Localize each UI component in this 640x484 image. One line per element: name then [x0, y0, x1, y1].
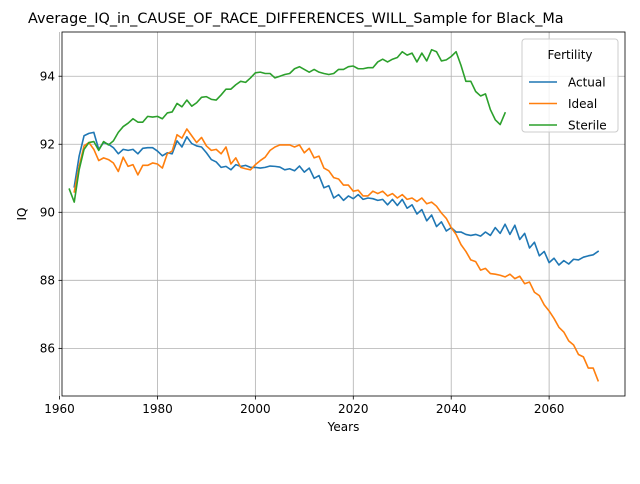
axis-ticks: 1960 1980 2000 2020 2040 2060 86 88 90 92 94: [40, 69, 565, 416]
y-tick-label: 92: [40, 137, 55, 151]
y-tick-label: 90: [40, 205, 55, 219]
series-line-sterile: [68, 48, 507, 203]
legend-box: [521, 38, 619, 133]
series-lines: [68, 48, 600, 382]
x-tick-label: 1980: [142, 402, 173, 416]
legend-items: Actual Ideal Sterile: [529, 76, 607, 133]
x-axis-label: Years: [327, 420, 360, 434]
y-tick-label: 88: [40, 274, 55, 288]
chart-title: Average_IQ_in_CAUSE_OF_RACE_DIFFERENCES_…: [28, 11, 564, 27]
x-tick-label: 2000: [240, 402, 271, 416]
series-line-actual: [73, 131, 600, 266]
y-tick-label: 86: [40, 342, 55, 356]
x-tick-label: 1960: [44, 402, 75, 416]
y-tick-label: 94: [40, 69, 55, 83]
series-line-ideal: [73, 128, 600, 382]
axes-frame: [61, 31, 626, 397]
x-tick-label: 2060: [534, 402, 565, 416]
x-tick-label: 2040: [436, 402, 467, 416]
legend-label: Actual: [568, 76, 606, 90]
legend: Fertility Actual Ideal Sterile: [521, 38, 619, 133]
y-axis-label: IQ: [15, 208, 29, 221]
legend-label: Ideal: [568, 97, 597, 111]
x-tick-label: 2020: [338, 402, 369, 416]
legend-title: Fertility: [547, 48, 592, 62]
legend-label: Sterile: [568, 119, 607, 133]
